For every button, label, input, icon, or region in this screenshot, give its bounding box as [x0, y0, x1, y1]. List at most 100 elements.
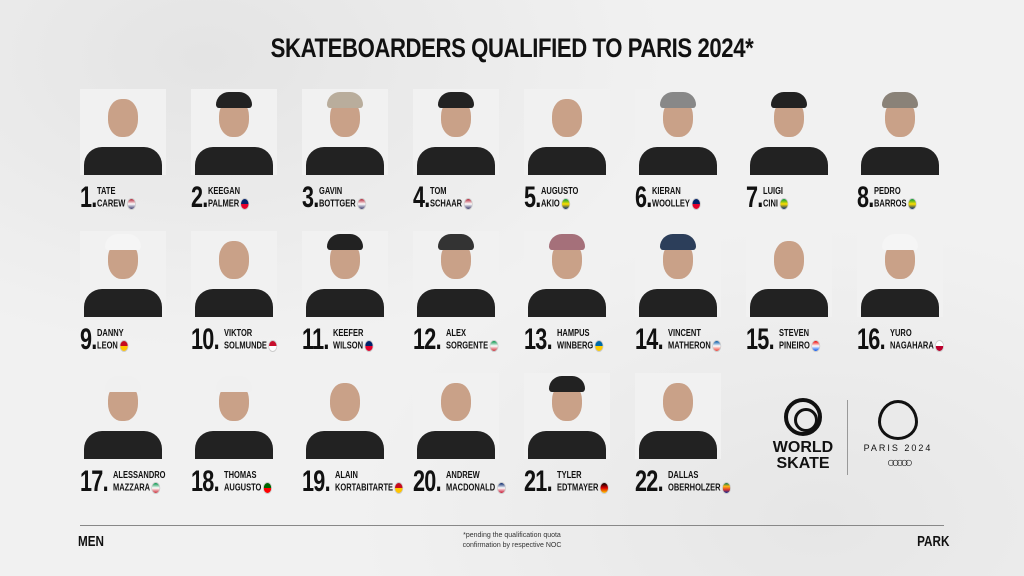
south-africa-flag-icon	[721, 482, 731, 495]
athlete-label: 3. GAVIN BOTTGER	[302, 181, 382, 214]
athlete-label: 18. THOMAS AUGUSTO	[191, 467, 288, 497]
brazil-flag-icon	[908, 198, 918, 211]
logo-text: WORLD	[772, 439, 834, 456]
torso	[528, 289, 606, 317]
athlete-photo	[80, 231, 166, 317]
first-name: STEVEN	[778, 328, 809, 340]
great-britain-flag-icon	[496, 482, 506, 495]
last-name: OBERHOLZER	[667, 483, 721, 494]
athlete-photo	[413, 231, 499, 317]
athlete-name: VINCENT MATHERON	[668, 328, 721, 353]
first-name: TATE	[97, 186, 116, 198]
footnote-line: *pending the qualification quota	[463, 532, 561, 539]
athlete-photo	[191, 373, 277, 459]
torso	[417, 147, 495, 175]
page-title: SKATEBOARDERS QUALIFIED TO PARIS 2024*	[270, 33, 754, 63]
last-name: AKIO	[541, 199, 560, 210]
last-name: SORGENTE	[445, 341, 488, 352]
rank: 15.	[746, 323, 775, 356]
rank: 9.	[80, 323, 97, 356]
divider	[80, 525, 944, 526]
athlete-photo	[302, 373, 388, 459]
world-skate-emblem-icon	[784, 398, 822, 436]
torso	[861, 147, 939, 175]
footnote: *pending the qualification quota confirma…	[400, 531, 624, 551]
torso	[639, 289, 717, 317]
australia-flag-icon	[691, 198, 701, 211]
rank: 8.	[857, 181, 874, 214]
athlete-name: YURO NAGAHARA	[890, 328, 944, 353]
last-name: BARROS	[874, 199, 907, 210]
rank: 22.	[635, 465, 664, 498]
athlete-photo	[191, 89, 277, 175]
last-name: MACDONALD	[445, 483, 495, 494]
athlete-photo	[524, 231, 610, 317]
athlete-label: 1. TATE CAREW	[80, 183, 149, 213]
last-name: SCHAAR	[430, 199, 463, 210]
athlete-photo	[302, 89, 388, 175]
cap	[882, 234, 918, 250]
torso	[195, 289, 273, 317]
athlete-photo	[857, 89, 943, 175]
torso	[306, 289, 384, 317]
athlete-name: KEEFER WILSON	[333, 328, 374, 353]
torso	[84, 147, 162, 175]
cap	[882, 92, 918, 108]
cap	[216, 376, 252, 392]
athlete-label: 7. LUIGI CINI	[746, 183, 797, 213]
logo-text: PARIS 2024	[863, 443, 933, 453]
head	[774, 241, 804, 279]
athlete-photo	[80, 89, 166, 175]
athlete-name: PEDRO BARROS	[874, 186, 918, 211]
athlete-label: 5. AUGUSTO AKIO	[524, 183, 591, 213]
usa-flag-icon	[126, 198, 136, 211]
first-name: KEEGAN	[208, 186, 241, 198]
first-name: KEEFER	[333, 328, 364, 340]
athlete-label: 21. TYLER EDTMAYER	[524, 467, 626, 497]
last-name: CINI	[763, 199, 779, 210]
rank: 19.	[302, 465, 331, 498]
last-name: PALMER	[208, 199, 240, 210]
torso	[84, 431, 162, 459]
last-name: WINBERG	[556, 341, 593, 352]
cap	[216, 92, 252, 108]
torso	[528, 431, 606, 459]
athlete-photo	[857, 231, 943, 317]
athlete-label: 13. HAMPUS WINBERG	[524, 325, 619, 355]
athlete-name: AUGUSTO AKIO	[541, 186, 578, 211]
last-name: AUGUSTO	[223, 483, 262, 494]
discipline-park: PARK	[917, 533, 950, 550]
spain-flag-icon	[394, 482, 404, 495]
head	[219, 241, 249, 279]
athlete-label: 16. YURO NAGAHARA	[857, 325, 962, 355]
first-name: DANNY	[97, 328, 124, 340]
rank: 3.	[302, 181, 319, 214]
first-name: TOM	[430, 186, 447, 198]
torso	[639, 147, 717, 175]
torso	[195, 147, 273, 175]
athlete-photo	[302, 231, 388, 317]
rank: 20.	[413, 465, 442, 498]
athlete-name: ALAIN KORTABITARTE	[335, 470, 404, 495]
brazil-flag-icon	[779, 198, 789, 211]
world-skate-logo: WORLD SKATE	[770, 398, 836, 472]
last-name: MATHERON	[667, 341, 711, 352]
athlete-photo	[746, 231, 832, 317]
athlete-label: 14. VINCENT MATHERON	[635, 325, 739, 355]
last-name: MAZZARA	[112, 483, 150, 494]
athlete-label: 6. KIERAN WOOLLEY	[635, 183, 717, 213]
athlete-label: 15. STEVEN PINEIRO	[746, 323, 834, 356]
last-name: SOLMUNDE	[223, 341, 267, 352]
athlete-name: THOMAS AUGUSTO	[224, 470, 272, 495]
cap	[660, 92, 696, 108]
athlete-name: ALEX SORGENTE	[446, 328, 499, 353]
athlete-label: 20. ANDREW MACDONALD	[413, 465, 525, 498]
athlete-label: 10. VIKTOR SOLMUNDE	[191, 325, 295, 355]
head	[441, 383, 471, 421]
head	[552, 99, 582, 137]
cap	[660, 234, 696, 250]
first-name: ALESSANDRO	[112, 470, 166, 482]
athlete-name: GAVIN BOTTGER	[319, 186, 367, 211]
first-name: PEDRO	[874, 186, 901, 198]
athlete-name: TOM SCHAAR	[430, 186, 473, 211]
